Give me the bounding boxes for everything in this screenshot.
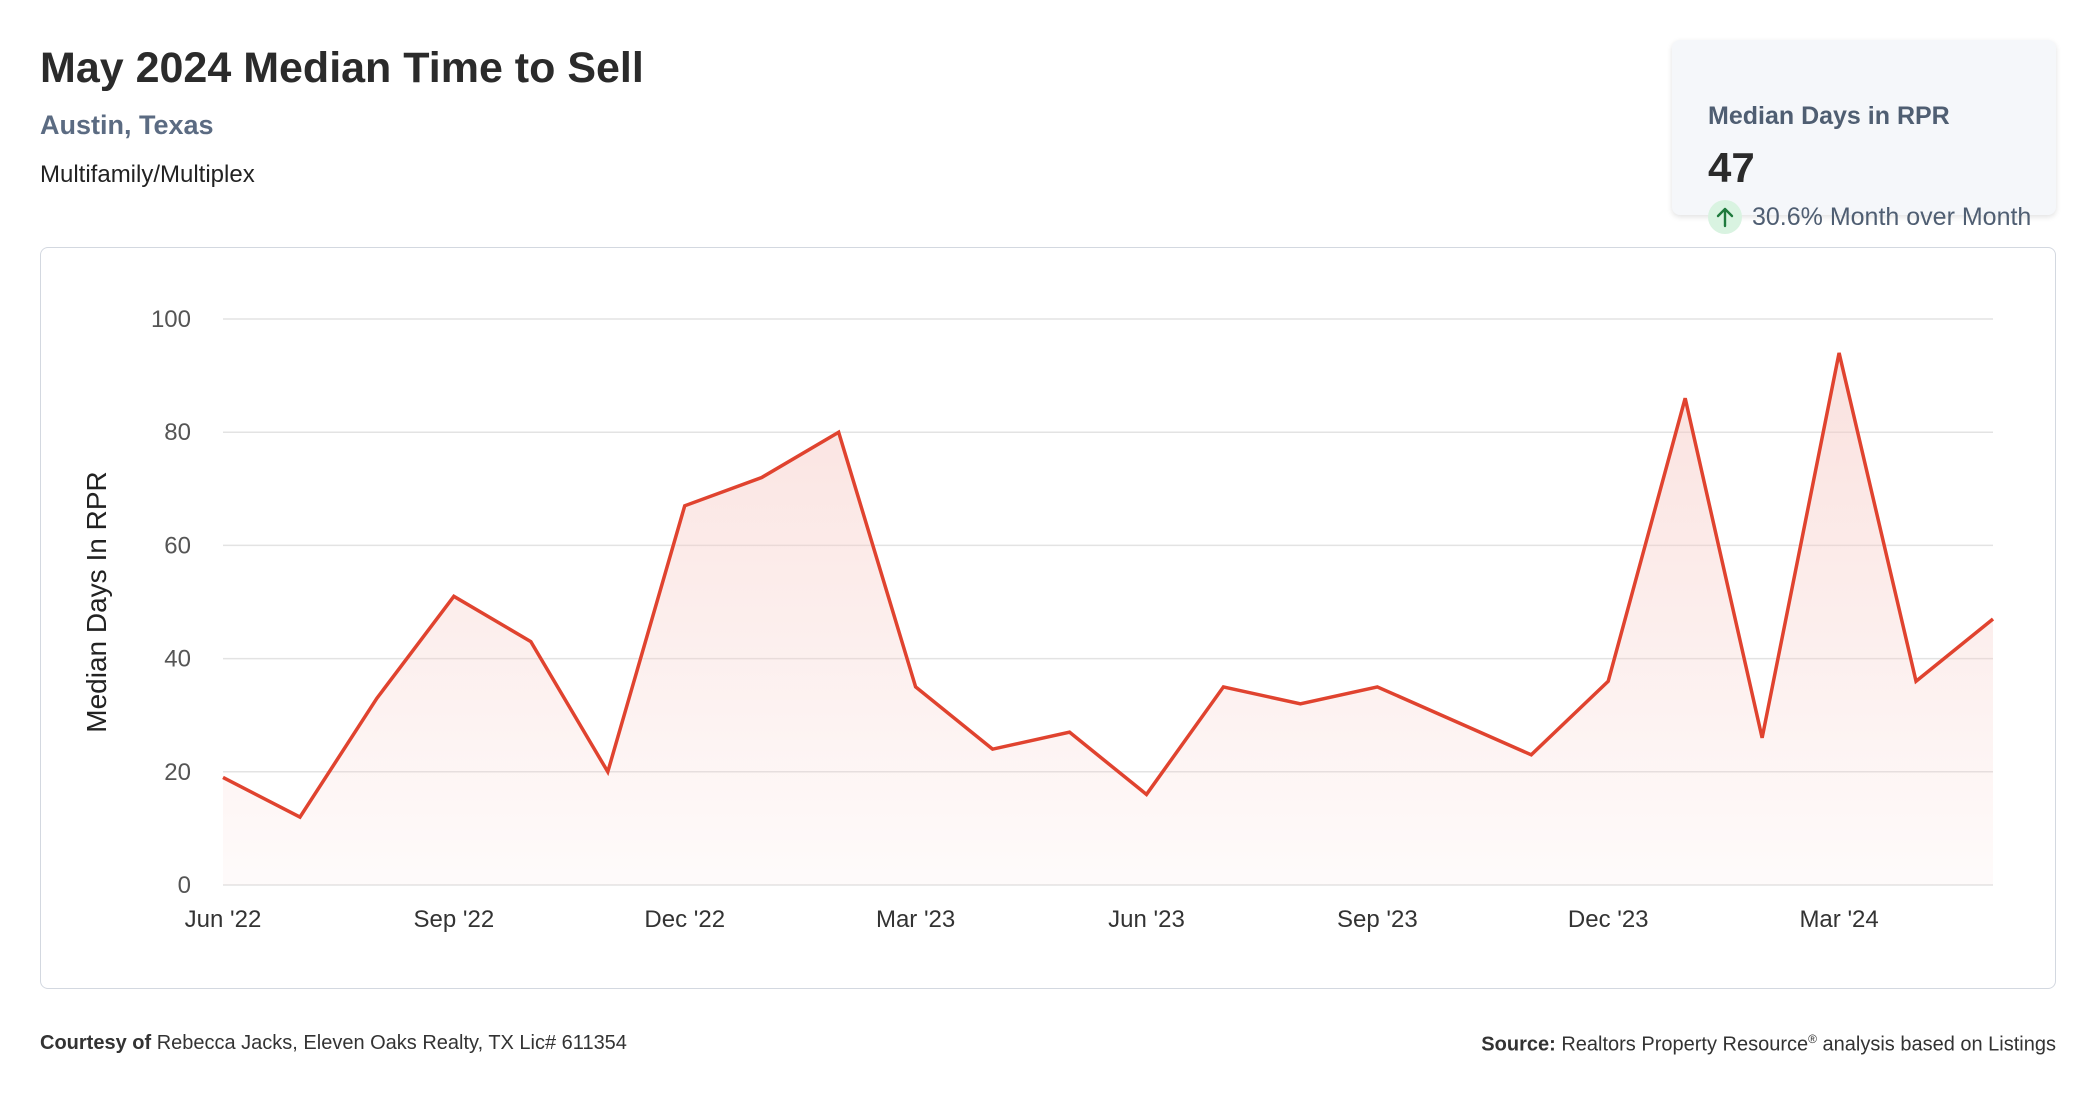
- data-point: [1759, 735, 1765, 741]
- data-point: [759, 474, 765, 480]
- data-point: [990, 746, 996, 752]
- kpi-card: Median Days in RPR 47 30.6% Month over M…: [1672, 40, 2056, 234]
- series-area: [223, 352, 1993, 886]
- data-point: [1297, 701, 1303, 707]
- chart-card: 0 20 40 60 80 100 Median Days In RPR Jun '22 Sep…: [40, 247, 2056, 989]
- source-label: Source:: [1481, 1033, 1556, 1056]
- source-note: Source: Realtors Property Resource® anal…: [1481, 1032, 2056, 1057]
- y-tick-label: 0: [178, 872, 191, 899]
- data-point: [836, 429, 842, 435]
- data-point: [1374, 684, 1380, 690]
- courtesy-text: Rebecca Jacks, Eleven Oaks Realty, TX Li…: [156, 1032, 627, 1054]
- location-label: Austin, Texas: [40, 110, 214, 140]
- x-tick-label: Sep '22: [414, 906, 495, 933]
- data-point: [1682, 395, 1688, 401]
- y-tick-label: 20: [164, 759, 191, 786]
- kpi-change-text: 30.6% Month over Month: [1752, 202, 2032, 231]
- x-tick-label: Sep '23: [1337, 906, 1418, 933]
- data-point: [1143, 791, 1149, 797]
- data-point: [1220, 684, 1226, 690]
- data-point: [1990, 616, 1996, 622]
- data-point: [1067, 729, 1073, 735]
- y-tick-label: 60: [164, 532, 191, 559]
- data-point: [1451, 718, 1457, 724]
- data-point: [451, 593, 457, 599]
- x-tick-label: Mar '23: [876, 906, 955, 933]
- courtesy-note: Courtesy of Rebecca Jacks, Eleven Oaks R…: [40, 1032, 627, 1055]
- arrow-up-icon: [1708, 200, 1742, 234]
- y-tick-label: 80: [164, 419, 191, 446]
- x-tick-label: Dec '23: [1568, 906, 1649, 933]
- registered-mark: ®: [1808, 1032, 1817, 1046]
- kpi-value: 47: [1708, 144, 1755, 191]
- kpi-change: 30.6% Month over Month: [1708, 200, 2031, 234]
- kpi-label: Median Days in RPR: [1708, 102, 1950, 130]
- data-point: [913, 684, 919, 690]
- y-tick-label: 40: [164, 646, 191, 673]
- data-point: [605, 769, 611, 775]
- page-title: May 2024 Median Time to Sell: [40, 44, 644, 92]
- x-tick-label: Mar '24: [1799, 906, 1878, 933]
- source-text-suffix: analysis based on Listings: [1822, 1033, 2056, 1056]
- area-chart: 0 20 40 60 80 100 Median Days In RPR Jun '22 Sep…: [81, 306, 1996, 933]
- data-point: [1836, 350, 1842, 356]
- source-text: Realtors Property Resource: [1561, 1033, 1809, 1056]
- data-point: [220, 774, 226, 780]
- data-point: [1605, 678, 1611, 684]
- data-point: [528, 639, 534, 645]
- x-tick-label: Jun '22: [185, 906, 262, 933]
- x-tick-label: Dec '22: [644, 906, 725, 933]
- data-point: [682, 503, 688, 509]
- data-point: [1528, 752, 1534, 758]
- data-point: [374, 695, 380, 701]
- x-tick-label: Jun '23: [1108, 906, 1185, 933]
- y-tick-label: 100: [151, 306, 191, 333]
- property-type-label: Multifamily/Multiplex: [40, 161, 255, 188]
- data-point: [297, 814, 303, 820]
- courtesy-label: Courtesy of: [40, 1032, 152, 1054]
- data-point: [1913, 678, 1919, 684]
- y-axis-label: Median Days In RPR: [81, 471, 112, 732]
- series-line: [222, 352, 1995, 820]
